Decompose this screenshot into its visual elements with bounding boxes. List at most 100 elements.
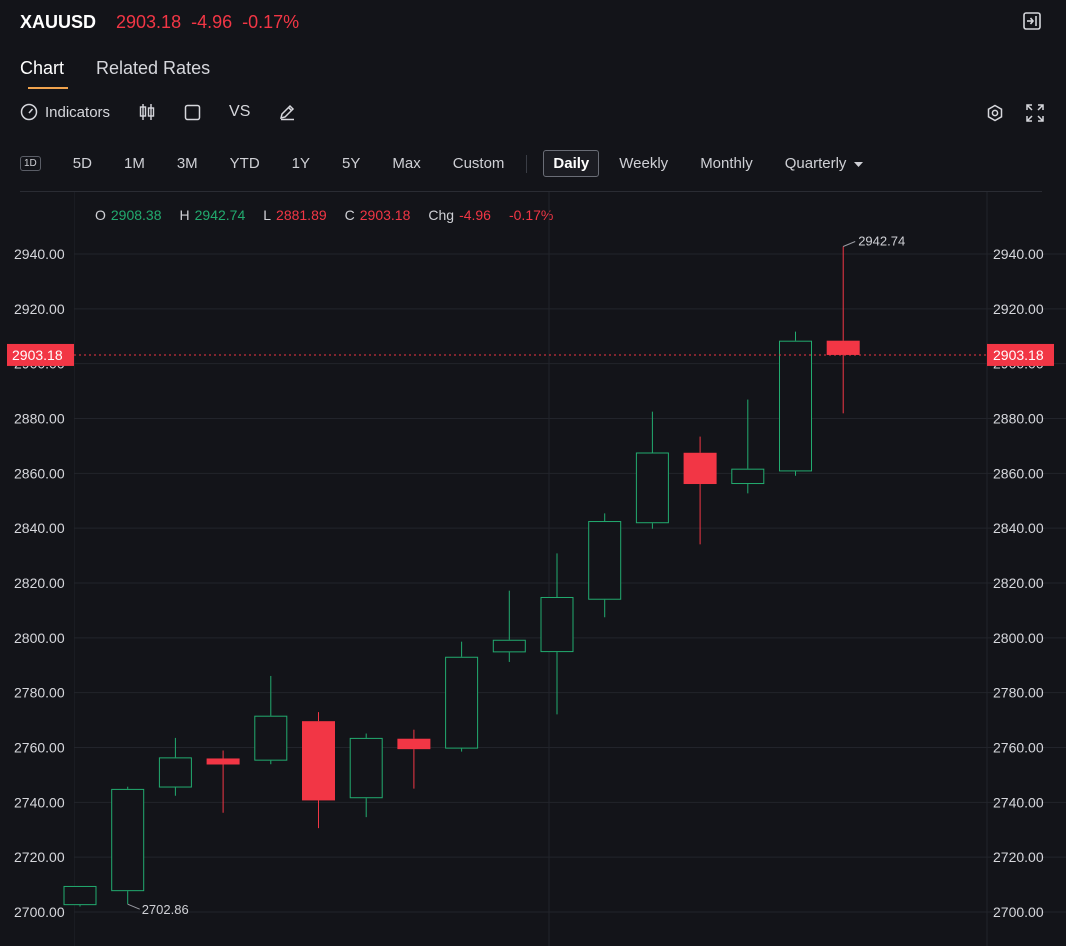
y-tick-label-left: 2740.00	[14, 794, 65, 810]
candle-up	[254, 715, 288, 761]
y-tick-label-left: 2700.00	[14, 904, 65, 920]
low-annotation-leader	[127, 903, 140, 910]
high-annotation-leader	[843, 241, 856, 247]
y-tick-label-right: 2860.00	[993, 465, 1044, 481]
last-price-label-left: 2903.18	[12, 347, 63, 363]
y-tick-label-right: 2700.00	[993, 904, 1044, 920]
range-max[interactable]: Max	[392, 155, 421, 172]
symbol: XAUUSD	[20, 11, 97, 32]
ohlc-change: -4.96	[459, 207, 491, 223]
last-price: 2903.18	[116, 11, 182, 32]
ohlc-high-label: H	[179, 207, 190, 223]
range-1m[interactable]: 1M	[123, 155, 145, 172]
shape-button[interactable]	[184, 104, 201, 121]
toolbar-divider	[20, 191, 1042, 192]
range-5y[interactable]: 5Y	[342, 155, 361, 172]
ohlc-change-pct: -0.17%	[508, 207, 554, 223]
range-1d[interactable]: 1D	[20, 156, 41, 171]
ohlc-low: 2881.89	[276, 207, 327, 223]
left-axis-background	[0, 192, 74, 946]
tab-related-rates[interactable]: Related Rates	[96, 58, 211, 78]
y-tick-label-right: 2720.00	[993, 849, 1044, 865]
square-icon	[184, 104, 201, 121]
last-price-badge-right	[987, 343, 1054, 366]
ohlc-open: 2908.38	[110, 207, 162, 223]
exit-icon[interactable]	[1022, 11, 1042, 31]
y-tick-label-left: 2920.00	[14, 301, 65, 317]
price-change: -4.96	[191, 11, 233, 32]
candlestick-chart[interactable]: 2700.00 2700.00 2720.00 2720.00 2740.00 2740.…	[0, 192, 1066, 946]
ohlc-high: 2942.74	[194, 207, 246, 223]
ohlc-legend: O 2908.38 H 2942.74 L 2881.89 C 2903.18 …	[95, 207, 553, 223]
candle-up	[445, 656, 479, 749]
ohlc-close: 2903.18	[359, 207, 411, 223]
y-tick-label-left: 2820.00	[14, 575, 65, 591]
candle-up	[588, 521, 622, 600]
last-price-label-right: 2903.18	[993, 347, 1044, 363]
range-3m[interactable]: 3M	[176, 155, 198, 172]
candle-down	[206, 758, 240, 765]
chart-toolbar: Indicators VS	[20, 103, 324, 121]
y-tick-label-right: 2940.00	[993, 246, 1044, 262]
low-annotation: 2702.86	[142, 902, 189, 917]
interval-quarterly[interactable]: Quarterly	[785, 155, 864, 172]
right-toolbar	[986, 104, 1044, 127]
quote-header: XAUUSD 2903.18 -4.96 -0.17%	[20, 10, 309, 34]
y-tick-label-left: 2780.00	[14, 685, 65, 701]
candlestick-icon	[138, 103, 156, 121]
candle-down	[397, 738, 431, 750]
range-ytd[interactable]: YTD	[229, 155, 260, 172]
y-tick-label-right: 2740.00	[993, 794, 1044, 810]
indicators-label: Indicators	[45, 103, 111, 121]
ohlc-open-label: O	[95, 207, 106, 223]
gauge-icon	[20, 103, 38, 121]
y-tick-label-left: 2800.00	[14, 630, 65, 646]
candle-down	[302, 721, 335, 801]
ohlc-low-label: L	[263, 207, 272, 223]
tab-chart[interactable]: Chart	[20, 58, 69, 89]
y-tick-label-right: 2820.00	[993, 575, 1044, 591]
y-tick-label-left: 2840.00	[14, 520, 65, 536]
candlestick-type-button[interactable]	[138, 103, 156, 121]
interval-weekly[interactable]: Weekly	[619, 155, 669, 172]
y-tick-label-right: 2800.00	[993, 630, 1044, 646]
indicators-button[interactable]: Indicators	[20, 103, 110, 121]
ohlc-close-label: C	[344, 207, 355, 223]
fullscreen-icon[interactable]	[1026, 104, 1044, 127]
candle-up	[731, 468, 765, 485]
candle-up	[540, 596, 574, 653]
settings-icon[interactable]	[986, 104, 1004, 127]
range-1y[interactable]: 1Y	[291, 155, 311, 172]
range-selector: 1D 5D 1M 3M YTD 1Y 5Y Max Custom Daily W…	[20, 150, 895, 177]
compare-button[interactable]: VS	[229, 103, 251, 120]
y-tick-label-left: 2860.00	[14, 465, 65, 481]
candle-down	[826, 340, 860, 355]
y-tick-label-right: 2880.00	[993, 411, 1044, 427]
caret-down-icon	[854, 155, 864, 172]
draw-button[interactable]	[278, 103, 296, 121]
high-annotation: 2942.74	[858, 233, 905, 248]
ohlc-change-label: Chg	[428, 207, 455, 223]
candle-down	[683, 452, 717, 485]
y-tick-label-left: 2720.00	[14, 849, 65, 865]
candle-up	[635, 452, 669, 524]
y-tick-label-left: 2940.00	[14, 246, 65, 262]
candle-up	[63, 885, 97, 906]
range-custom[interactable]: Custom	[452, 155, 505, 172]
candle-up	[492, 639, 526, 653]
y-tick-label-right: 2760.00	[993, 740, 1044, 756]
last-price-badge-left	[7, 343, 74, 366]
y-tick-label-right: 2780.00	[993, 685, 1044, 701]
interval-daily[interactable]: Daily	[543, 150, 600, 177]
candle-up	[779, 340, 812, 472]
interval-quarterly-label: Quarterly	[784, 155, 847, 172]
candle-up	[111, 788, 145, 892]
y-tick-label-right: 2840.00	[993, 520, 1044, 536]
candle-up	[158, 757, 192, 788]
range-5d[interactable]: 5D	[72, 155, 92, 172]
candle-up	[349, 737, 383, 799]
y-tick-label-right: 2920.00	[993, 301, 1044, 317]
pencil-icon	[278, 103, 296, 121]
tab-bar: Chart Related Rates	[20, 58, 211, 89]
interval-monthly[interactable]: Monthly	[700, 155, 753, 172]
